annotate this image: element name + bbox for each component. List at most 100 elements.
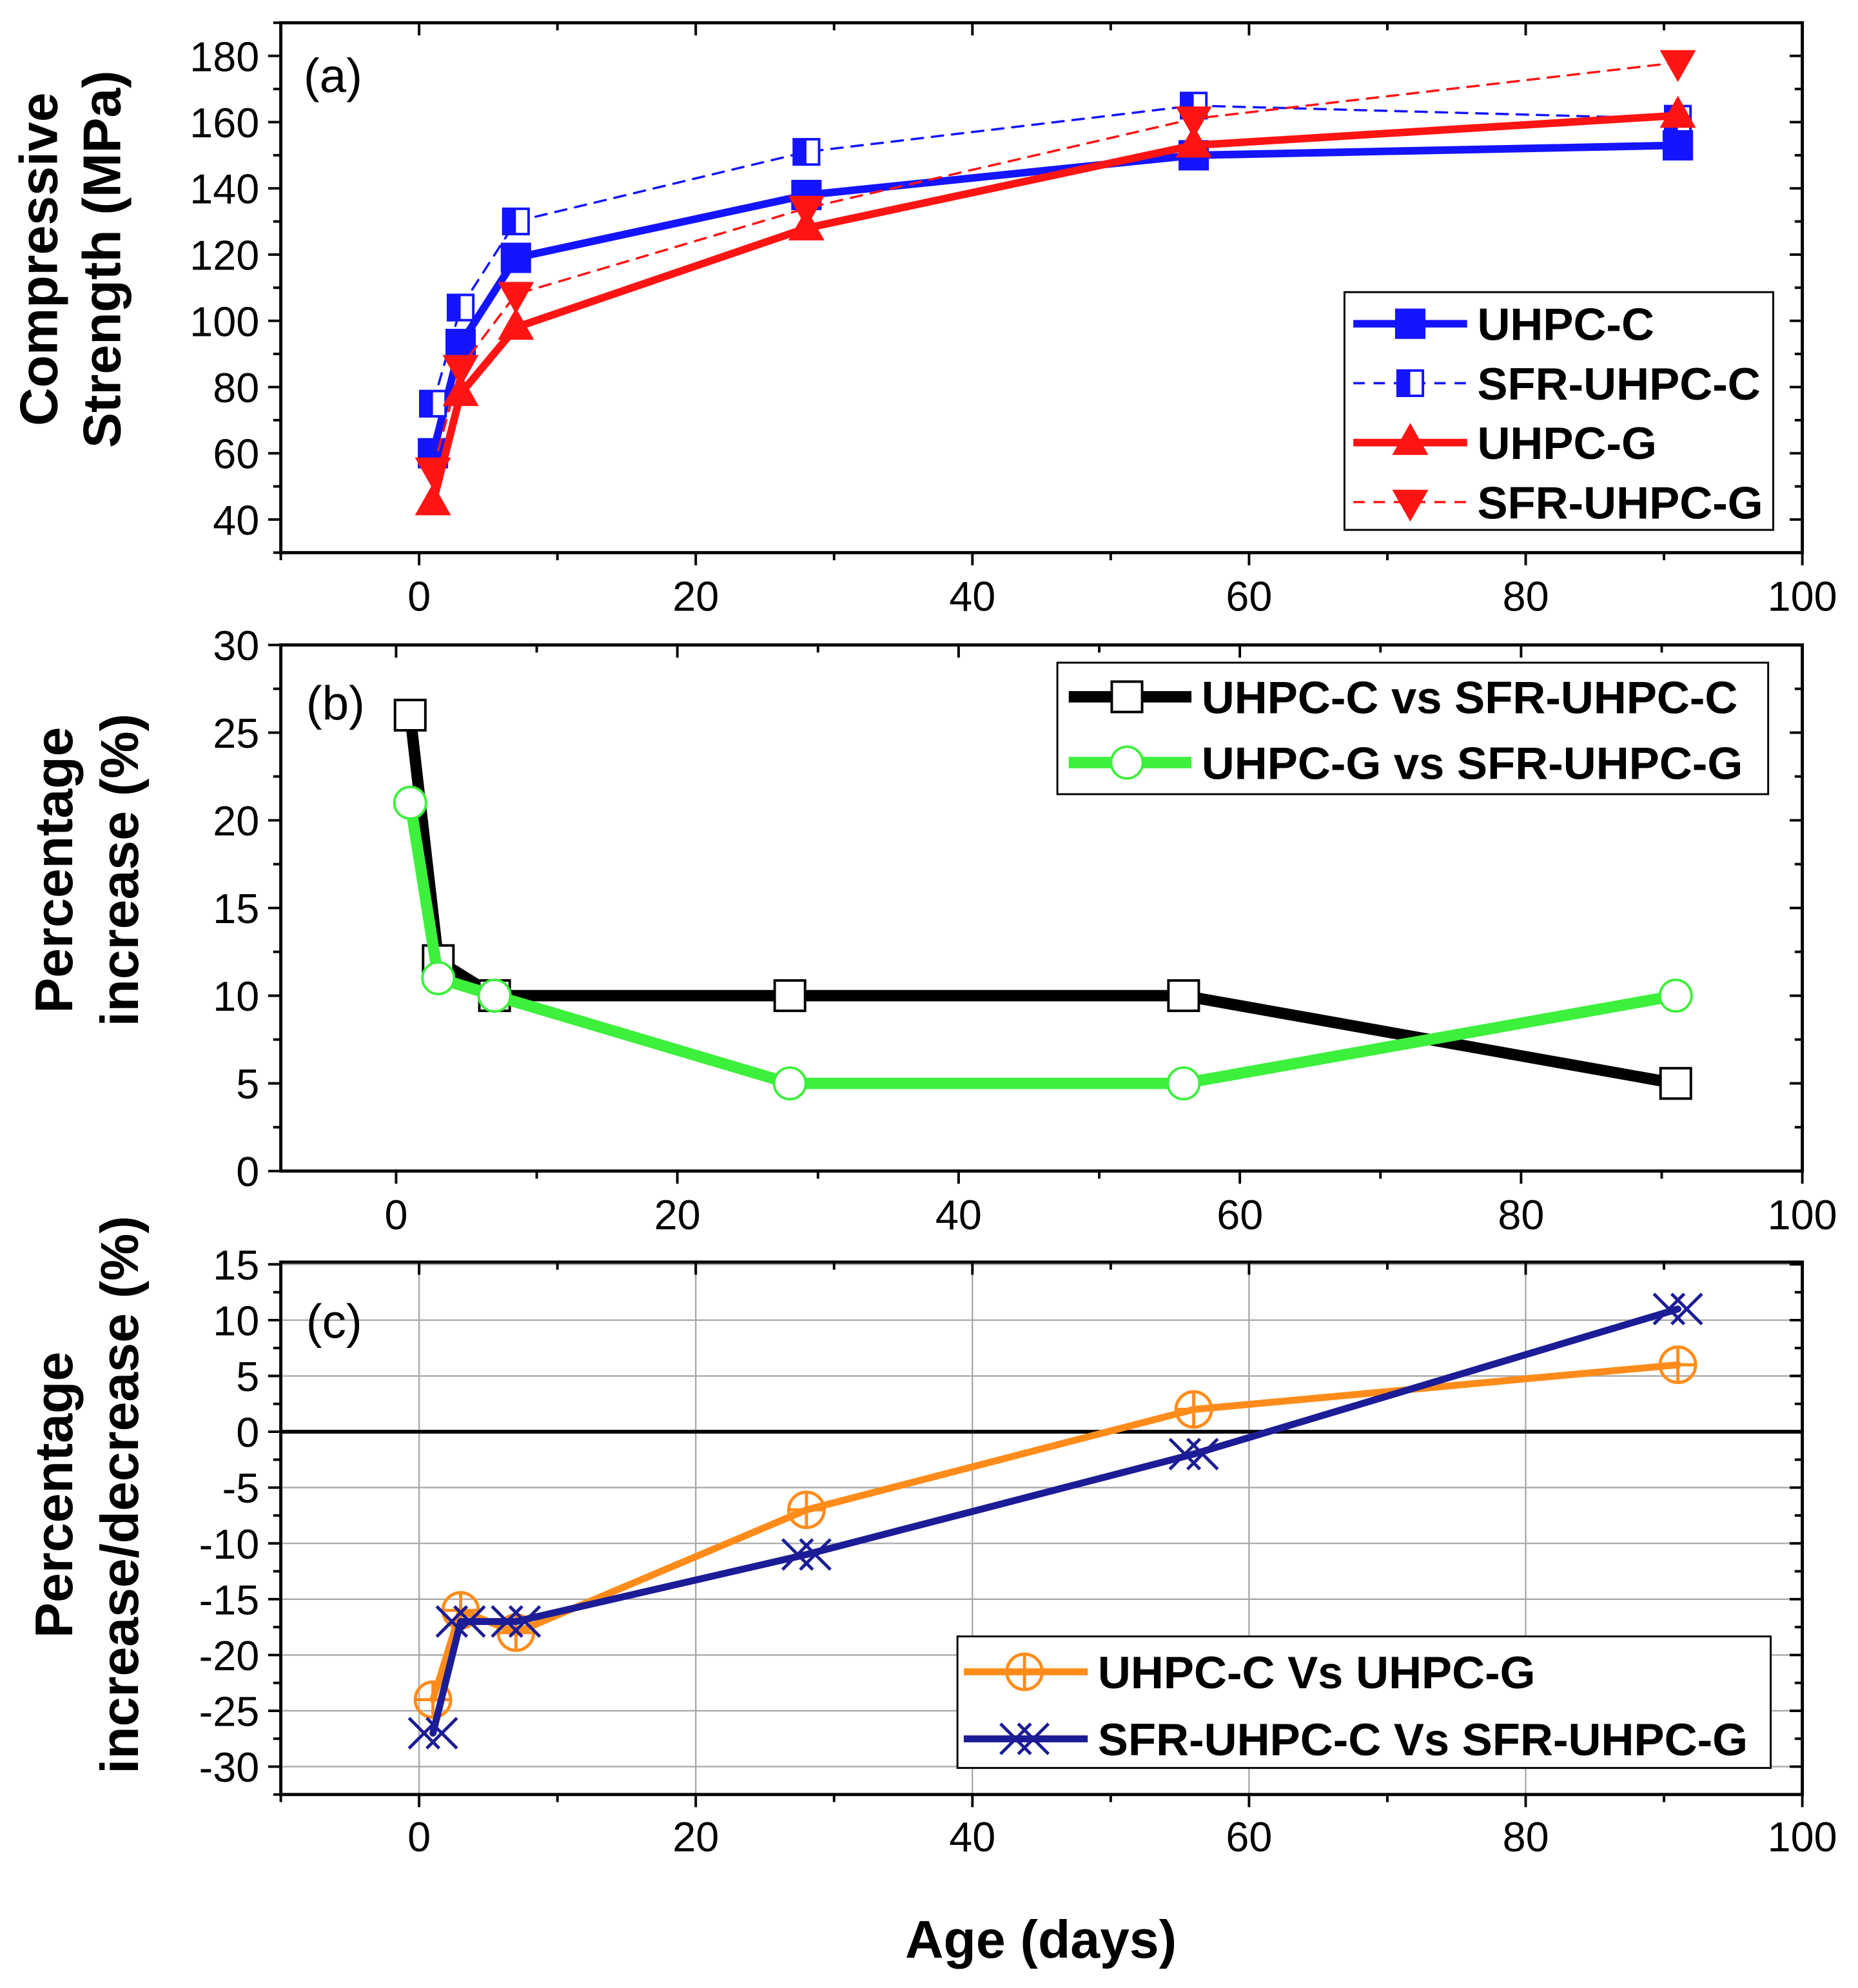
legend-label: SFR-UHPC-C Vs SFR-UHPC-G (1098, 1714, 1748, 1765)
marker-shape (1175, 106, 1212, 139)
marker-shape (435, 1605, 469, 1638)
plot-frame (279, 1260, 1804, 1797)
marker-shape (421, 960, 456, 995)
data-point (1659, 95, 1696, 128)
y-tick-label: 30 (213, 622, 259, 669)
legend-marker (1110, 680, 1144, 714)
y-axis-label-line: Percentage (24, 727, 84, 1013)
marker-shape (500, 242, 531, 273)
x-tick-label: 100 (1768, 1191, 1837, 1238)
series-line (429, 1305, 1681, 1737)
y-tick-label: 20 (213, 797, 259, 844)
y-tick-label: 0 (236, 1148, 259, 1195)
marker-shape (415, 457, 451, 490)
data-point (1167, 979, 1200, 1013)
marker-shape (773, 979, 807, 1013)
y-axis-label-line: increase/decrease (%) (90, 1216, 150, 1773)
x-tick-label: 100 (1768, 1813, 1837, 1860)
x-tick-label: 60 (1226, 573, 1272, 620)
marker-shape (1166, 1066, 1201, 1101)
y-axis-label-line: Strength (MPa) (72, 70, 132, 448)
data-point (1175, 125, 1212, 158)
y-tick-label: 80 (213, 364, 259, 411)
data-point (435, 1605, 486, 1638)
series-line (404, 797, 1682, 1089)
marker-shape (393, 785, 427, 820)
data-point (498, 307, 534, 340)
legend-entry: UHPC-C Vs UHPC-G (963, 1647, 1536, 1698)
panel-a: 0 20 40 60 80 100 40 60 80 100 120 140 160 180 (a) Comp… (9, 21, 1837, 620)
marker-shape (1392, 423, 1429, 455)
data-point (788, 195, 825, 228)
marker-shape (1670, 1292, 1703, 1325)
marker-shape (772, 1066, 807, 1101)
data-point (1174, 1390, 1213, 1429)
x-axis-label: Age (days) (905, 1910, 1177, 1969)
marker-fill (794, 139, 807, 165)
series-line (431, 61, 1679, 471)
marker-fill (420, 391, 433, 416)
data-point (446, 293, 475, 322)
marker-shape (1175, 125, 1212, 158)
y-tick-label: 5 (236, 1353, 259, 1400)
legend-label: UHPC-C (1477, 299, 1654, 350)
y-tick-label: 40 (213, 496, 259, 543)
data-point (498, 282, 534, 314)
y-tick-label: 120 (190, 231, 259, 278)
data-point (781, 1538, 832, 1571)
y-tick-label: 180 (190, 33, 259, 80)
marker-shape (491, 1605, 523, 1638)
marker-shape (1110, 745, 1144, 780)
data-point (502, 207, 530, 236)
marker-shape (1663, 130, 1694, 161)
panel-label: (a) (304, 49, 362, 102)
legend-marker (1005, 1652, 1044, 1691)
x-tick-label: 100 (1768, 573, 1837, 620)
data-point (1175, 106, 1212, 139)
x-tick-label: 40 (949, 573, 995, 620)
legend-entry: UHPC-G (1353, 418, 1657, 469)
legend-label: UHPC-G vs SFR-UHPC-G (1202, 737, 1743, 788)
y-tick-label: 0 (236, 1409, 259, 1456)
data-point (772, 1066, 807, 1101)
y-axis-label-line: Percentage (24, 1352, 84, 1638)
series-line (431, 104, 1679, 405)
legend-marker (1396, 369, 1425, 398)
y-tick-label: 140 (190, 166, 259, 213)
panel-label: (c) (306, 1295, 362, 1349)
marker-shape (442, 355, 479, 387)
legend: UHPC-C SFR-UHPC-C UHPC-G SFR-UHPC-G (1343, 291, 1774, 531)
data-point (491, 1605, 542, 1638)
data-point (1658, 1345, 1697, 1385)
y-tick-label: 100 (190, 298, 259, 345)
data-point (1168, 1437, 1219, 1470)
marker-shape (1659, 95, 1696, 128)
marker-fill (503, 208, 516, 235)
marker-shape (1110, 680, 1144, 714)
x-tick-label: 80 (1503, 573, 1549, 620)
marker-shape (508, 1605, 542, 1638)
x-tick-label: 40 (935, 1191, 982, 1238)
legend-entry: SFR-UHPC-G (1353, 477, 1763, 528)
data-point (413, 1680, 453, 1719)
y-axis-label-line: Compressive (9, 92, 68, 425)
legend-label: SFR-UHPC-G (1477, 477, 1763, 528)
marker-shape (1658, 979, 1693, 1013)
series-line (429, 112, 1682, 507)
legend: UHPC-C Vs UHPC-G SFR-UHPC-C Vs SFR-UHPC-G (956, 1635, 1772, 1769)
marker-shape (1392, 489, 1429, 522)
marker-shape (1659, 1067, 1692, 1100)
x-tick-label: 20 (672, 573, 719, 620)
marker-shape (1186, 1437, 1219, 1470)
legend-label: UHPC-G (1477, 418, 1657, 469)
data-point (1652, 1292, 1703, 1325)
y-tick-label: -10 (199, 1521, 260, 1568)
x-tick-label: 80 (1503, 1813, 1549, 1860)
marker-fill (1397, 370, 1411, 396)
y-axis-label-line: increase (%) (90, 714, 150, 1026)
legend-entry: UHPC-C (1353, 299, 1654, 350)
marker-shape (1017, 1722, 1050, 1755)
marker-shape (453, 1605, 486, 1638)
marker-shape (999, 1722, 1032, 1755)
